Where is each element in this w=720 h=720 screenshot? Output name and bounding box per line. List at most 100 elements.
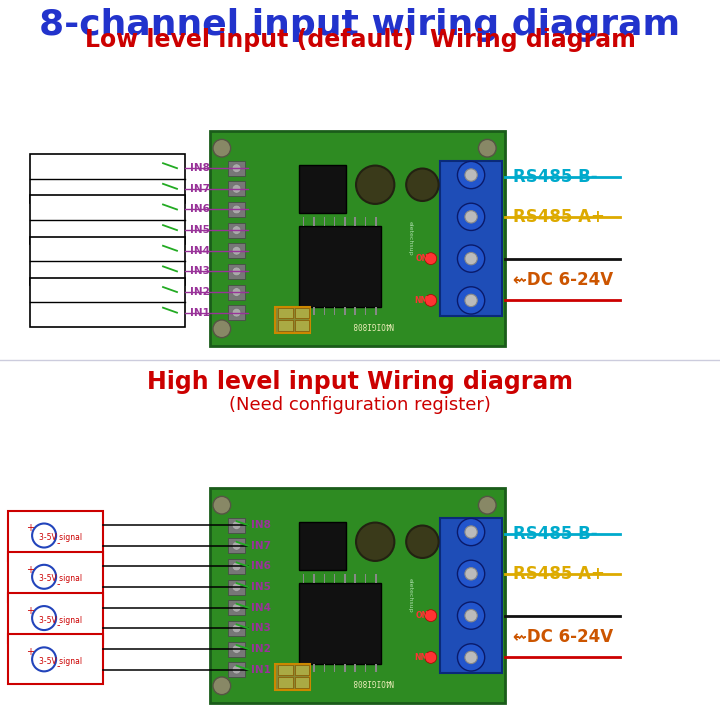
Text: NM: NM [414, 653, 428, 662]
Bar [228, 264, 246, 279]
Text: eletechsup: eletechsup [408, 221, 413, 256]
Text: IN6: IN6 [251, 562, 271, 572]
Bar [344, 665, 346, 672]
Text: IN8: IN8 [251, 520, 271, 530]
Circle shape [465, 567, 477, 580]
Bar [313, 665, 315, 672]
Circle shape [213, 677, 230, 695]
Circle shape [465, 253, 477, 265]
Bar [8, 510, 103, 560]
Circle shape [465, 168, 477, 181]
Circle shape [233, 246, 241, 255]
Text: IN8: IN8 [190, 163, 210, 174]
Circle shape [233, 603, 241, 612]
Bar [228, 181, 246, 197]
Bar [303, 217, 305, 225]
Bar [299, 166, 346, 212]
Circle shape [457, 203, 485, 230]
Circle shape [406, 168, 438, 201]
Circle shape [465, 609, 477, 622]
Bar [303, 307, 305, 315]
Bar [344, 217, 346, 225]
Text: IN2: IN2 [251, 644, 271, 654]
Circle shape [233, 624, 241, 633]
Circle shape [457, 287, 485, 314]
Bar [279, 308, 292, 318]
Bar [354, 307, 356, 315]
Text: ⇜DC 6-24V: ⇜DC 6-24V [513, 628, 613, 646]
Text: 8-channel input wiring diagram: 8-channel input wiring diagram [40, 8, 680, 42]
Bar [228, 621, 246, 636]
Bar [334, 665, 336, 672]
Bar [30, 237, 185, 285]
Circle shape [457, 644, 485, 671]
Bar [228, 202, 246, 217]
Text: IN3: IN3 [190, 266, 210, 276]
Text: IN5: IN5 [251, 582, 271, 592]
Circle shape [32, 564, 56, 589]
Bar [365, 307, 366, 315]
Bar [354, 217, 356, 225]
Bar [299, 225, 381, 307]
Circle shape [479, 140, 496, 157]
Bar [354, 665, 356, 672]
Bar [228, 642, 246, 657]
Bar [295, 308, 309, 318]
Circle shape [233, 541, 241, 550]
Bar [365, 575, 366, 582]
Circle shape [233, 164, 241, 173]
Text: NM: NM [414, 296, 428, 305]
Circle shape [406, 526, 438, 558]
Circle shape [425, 652, 437, 663]
Bar [30, 278, 185, 327]
Text: ON: ON [415, 254, 428, 263]
Circle shape [233, 644, 241, 653]
Bar [303, 575, 305, 582]
Bar [334, 575, 336, 582]
Circle shape [233, 562, 241, 571]
Bar [313, 217, 315, 225]
Bar [295, 678, 309, 688]
Circle shape [479, 496, 496, 514]
Circle shape [32, 647, 56, 671]
Bar [323, 307, 325, 315]
Text: IN5: IN5 [190, 225, 210, 235]
Bar [440, 518, 502, 673]
Circle shape [356, 523, 395, 561]
Circle shape [457, 602, 485, 629]
Text: +: + [26, 523, 34, 534]
Bar [228, 559, 246, 574]
Bar [228, 662, 246, 678]
Text: Low level input (default)  Wiring diagram: Low level input (default) Wiring diagram [84, 28, 636, 52]
Circle shape [213, 320, 230, 338]
Circle shape [356, 166, 395, 204]
Text: RS485 B-: RS485 B- [513, 525, 598, 543]
Circle shape [233, 205, 241, 214]
Bar [334, 217, 336, 225]
Bar [228, 161, 246, 176]
Bar [210, 131, 505, 346]
Bar [375, 307, 377, 315]
Bar [365, 665, 366, 672]
Text: (Need configuration register): (Need configuration register) [229, 396, 491, 414]
Circle shape [457, 245, 485, 272]
Circle shape [233, 308, 241, 317]
Bar [30, 195, 185, 244]
Text: N4OIGI808: N4OIGI808 [351, 320, 393, 329]
Bar [313, 575, 315, 582]
Bar [228, 305, 246, 320]
Text: 3-5V signal: 3-5V signal [39, 657, 82, 666]
Text: ⇜DC 6-24V: ⇜DC 6-24V [513, 271, 613, 289]
Bar [228, 222, 246, 238]
Bar [279, 665, 292, 675]
Bar [323, 217, 325, 225]
Bar [8, 634, 103, 684]
Bar [228, 600, 246, 616]
Text: +: + [26, 647, 34, 657]
Bar [228, 518, 246, 533]
Circle shape [465, 211, 477, 223]
Bar [210, 488, 505, 703]
Text: ON: ON [415, 611, 428, 620]
Bar [279, 320, 292, 330]
Circle shape [233, 582, 241, 591]
